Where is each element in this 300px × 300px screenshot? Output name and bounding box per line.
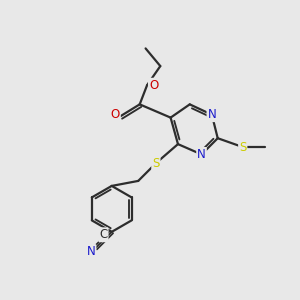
Text: O: O	[111, 108, 120, 121]
Text: C: C	[99, 228, 108, 241]
Text: O: O	[149, 79, 158, 92]
Text: S: S	[239, 141, 246, 154]
Text: S: S	[152, 157, 160, 170]
Text: N: N	[208, 108, 216, 121]
Text: N: N	[197, 148, 206, 161]
Text: N: N	[87, 245, 95, 258]
